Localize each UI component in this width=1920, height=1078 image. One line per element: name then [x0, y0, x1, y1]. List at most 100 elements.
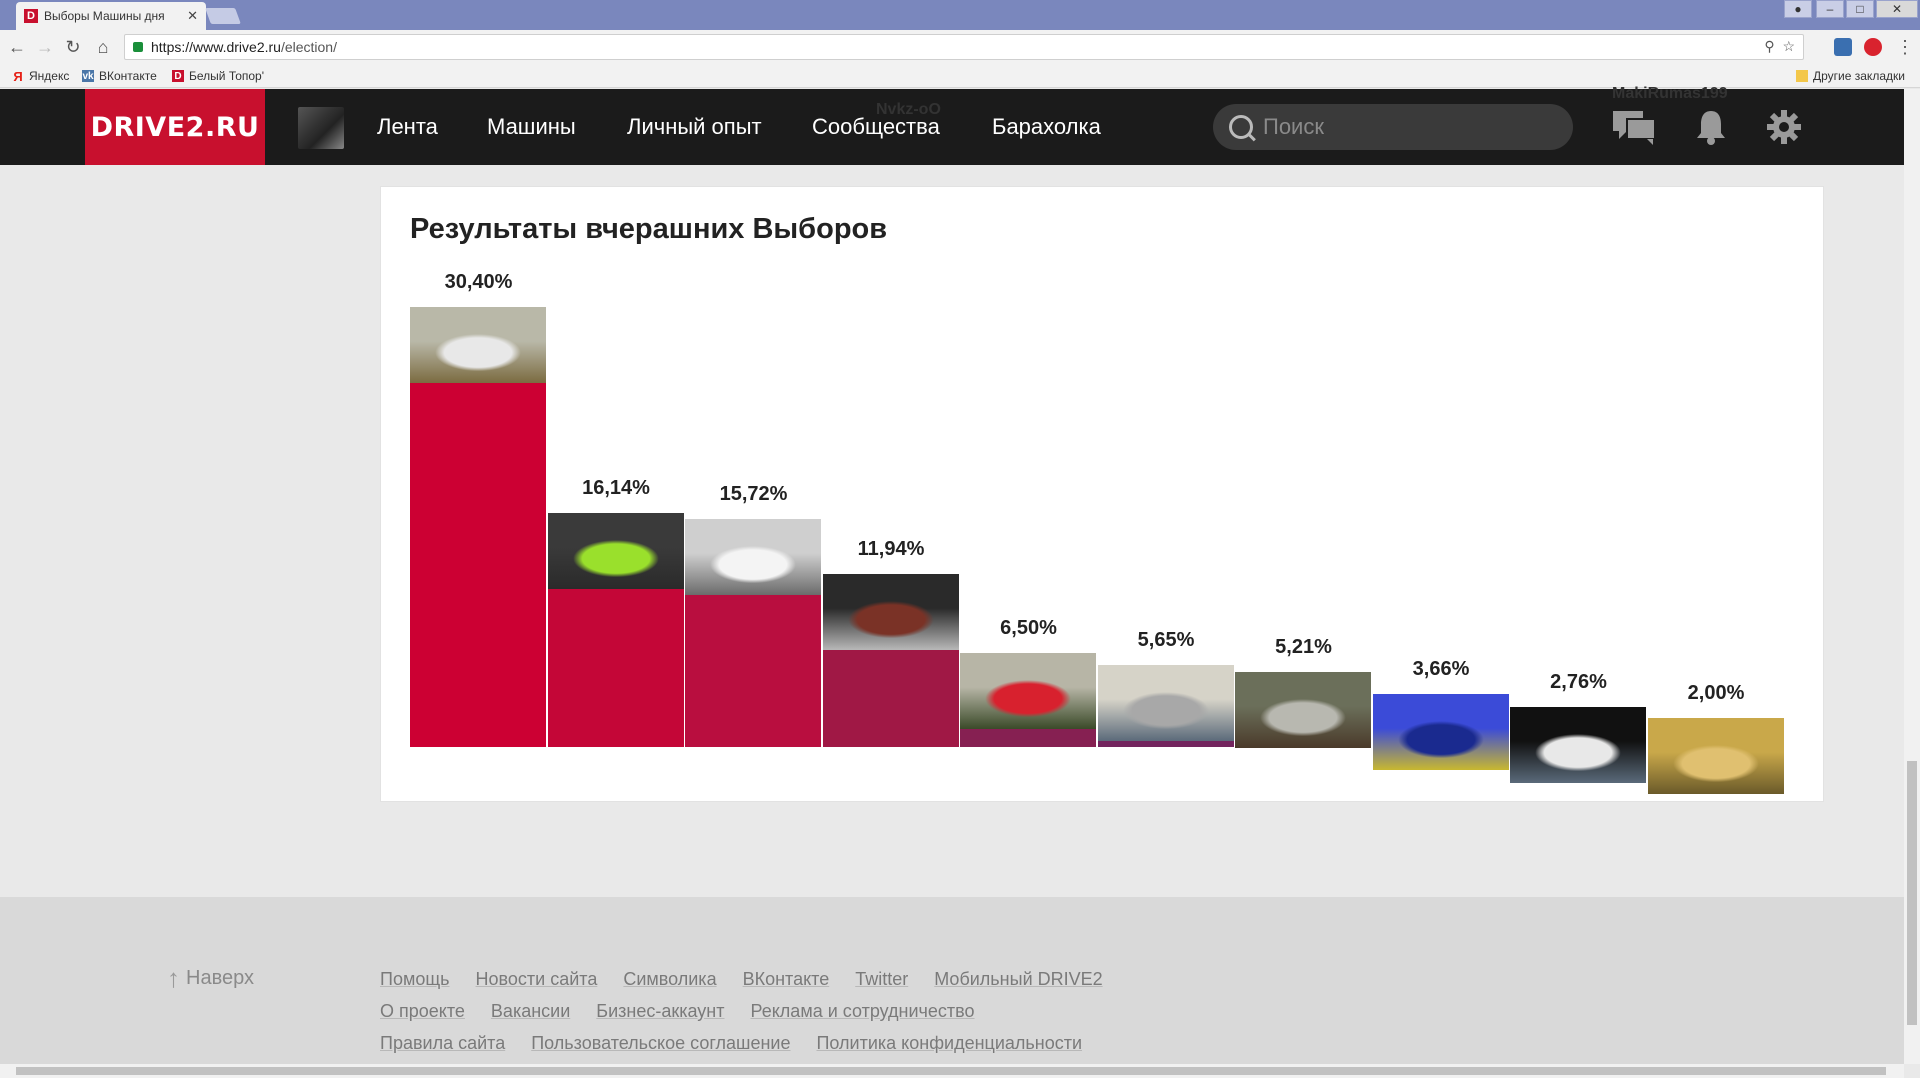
folder-icon	[1796, 70, 1808, 82]
window-close-icon[interactable]: ✕	[1876, 0, 1918, 18]
search-box[interactable]	[1213, 104, 1573, 150]
footer-link-ads[interactable]: Реклама и сотрудничество	[750, 1001, 975, 1021]
footer-row-1: Помощь Новости сайта Символика ВКонтакте…	[380, 969, 1129, 990]
footer-row-3: Правила сайта Пользовательское соглашени…	[380, 1033, 1108, 1054]
home-icon[interactable]: ⌂	[97, 37, 109, 57]
yandex-icon: Я	[13, 68, 23, 84]
footer-link-about[interactable]: О проекте	[380, 1001, 465, 1021]
browser-titlebar: D Выборы Машины дня ✕ ● – □ ✕	[0, 0, 1920, 30]
back-icon[interactable]: ←	[8, 37, 26, 57]
chart-value-label: 3,66%	[1412, 658, 1470, 681]
search-input[interactable]	[1263, 114, 1543, 140]
vertical-scroll-thumb[interactable]	[1907, 761, 1917, 1025]
car-photo[interactable]	[1097, 665, 1234, 742]
forward-icon[interactable]: →	[36, 37, 54, 57]
page-title: Результаты вчерашних Выборов	[410, 213, 888, 245]
footer-link-agreement[interactable]: Пользовательское соглашение	[531, 1033, 791, 1053]
gear-icon[interactable]	[1766, 109, 1802, 152]
chart-bar[interactable]	[685, 519, 821, 747]
chart-bar[interactable]	[1510, 707, 1646, 784]
footer-link-symbols[interactable]: Символика	[623, 969, 717, 989]
chart-value-label: 5,21%	[1275, 635, 1332, 658]
chart-value-label: 11,94%	[857, 538, 925, 561]
tab-close-icon[interactable]: ✕	[187, 8, 198, 23]
chart-bar[interactable]	[1235, 671, 1371, 748]
footer-link-business[interactable]: Бизнес-аккаунт	[596, 1001, 725, 1021]
car-photo[interactable]	[960, 652, 1096, 729]
bookmark-other[interactable]: Другие закладки	[1796, 69, 1905, 83]
opera-extension-icon[interactable]	[1864, 38, 1882, 56]
chart-value-label: 2,00%	[1687, 682, 1745, 705]
chart-bar[interactable]	[1647, 718, 1784, 795]
vk-icon: vk	[82, 70, 94, 82]
horizontal-scroll-thumb[interactable]	[16, 1067, 1886, 1075]
bookmark-drive2[interactable]: D Белый Топор'	[172, 69, 264, 83]
address-bar[interactable]: https://www.drive2.ru/election/ ⚲ ☆	[124, 34, 1804, 60]
to-top-label: Наверх	[186, 967, 254, 989]
bookmark-label: Белый Топор'	[189, 69, 265, 83]
chart-bar[interactable]	[822, 574, 959, 747]
chart-bar[interactable]	[410, 307, 546, 747]
nav-item-experience[interactable]: Личный опыт	[627, 114, 762, 139]
maximize-icon[interactable]: □	[1846, 0, 1874, 18]
profile-icon[interactable]: ●	[1784, 0, 1812, 18]
footer-link-vk[interactable]: ВКонтакте	[742, 969, 830, 989]
bookmark-label: ВКонтакте	[99, 69, 157, 83]
site-logo[interactable]: DRIVE2.RU	[85, 89, 265, 165]
download-extension-icon[interactable]	[1834, 38, 1852, 56]
arrow-up-icon: ↑	[167, 963, 180, 993]
minimize-icon[interactable]: –	[1816, 0, 1844, 18]
car-photo[interactable]	[1372, 694, 1509, 771]
bookmarks-bar: Я Яндекс vk ВКонтакте D Белый Топор' Дру…	[0, 64, 1920, 88]
car-photo[interactable]	[685, 519, 821, 596]
car-photo[interactable]	[1510, 707, 1646, 784]
chart-bar[interactable]	[960, 652, 1096, 747]
chart-value-label: 15,72%	[719, 483, 788, 506]
chart-value-label: 16,14%	[582, 477, 650, 500]
bookmark-label: Яндекс	[29, 69, 70, 83]
nav-item-feed[interactable]: Лента	[377, 114, 438, 139]
reload-icon[interactable]: ↻	[65, 37, 81, 57]
site-header: DRIVE2.RU Nvkz-oO MakiRumas199 Лента Маш…	[0, 85, 1904, 165]
nav-item-cars[interactable]: Машины	[487, 114, 576, 139]
chart-value-label: 2,76%	[1550, 671, 1607, 694]
chart-bar[interactable]	[1097, 665, 1234, 747]
new-tab-button[interactable]	[205, 8, 241, 24]
results-bar-chart: 30,40% 16,14% 15,72% 11,94% 6,50% 5,65% 5,21% 3…	[410, 267, 1784, 795]
browser-toolbar: ← → ↻ ⌂ https://www.drive2.ru/election/ …	[0, 30, 1920, 64]
footer-link-help[interactable]: Помощь	[380, 969, 450, 989]
footer-link-mobile[interactable]: Мобильный DRIVE2	[934, 969, 1103, 989]
footer-row-2: О проекте Вакансии Бизнес-аккаунт Реклам…	[380, 1001, 1001, 1022]
car-photo[interactable]	[1235, 671, 1371, 748]
election-results-card: Результаты вчерашних Выборов 30,40% 16,14…	[380, 186, 1824, 802]
chart-value-label: 30,40%	[444, 271, 513, 293]
vertical-scrollbar[interactable]	[1904, 89, 1920, 1064]
avatar[interactable]	[298, 107, 344, 149]
car-photo[interactable]	[410, 307, 546, 383]
footer-link-privacy[interactable]: Политика конфиденциальности	[816, 1033, 1083, 1053]
zoom-star-icons[interactable]: ⚲ ☆	[1764, 38, 1795, 54]
chart-bar[interactable]	[1372, 694, 1509, 771]
tab-title: Выборы Машины дня	[44, 9, 165, 23]
browser-tab[interactable]: D Выборы Машины дня ✕	[16, 2, 206, 30]
footer-link-twitter[interactable]: Twitter	[855, 969, 909, 989]
messages-icon[interactable]	[1613, 109, 1656, 152]
nav-item-market[interactable]: Барахолка	[992, 114, 1101, 139]
chart-bar[interactable]	[547, 513, 684, 747]
site-footer: ↑ Наверх Помощь Новости сайта Символика …	[0, 897, 1904, 1064]
nav-item-communities[interactable]: Сообщества	[812, 114, 940, 139]
footer-link-news[interactable]: Новости сайта	[475, 969, 598, 989]
footer-link-jobs[interactable]: Вакансии	[490, 1001, 571, 1021]
car-photo[interactable]	[822, 574, 959, 651]
bell-icon[interactable]	[1696, 109, 1726, 152]
bookmark-yandex[interactable]: Я Яндекс	[12, 68, 70, 84]
horizontal-scrollbar[interactable]	[0, 1064, 1904, 1078]
car-photo[interactable]	[547, 513, 684, 590]
menu-icon[interactable]: ⋮	[1896, 37, 1914, 57]
footer-link-rules[interactable]: Правила сайта	[380, 1033, 506, 1053]
to-top-link[interactable]: ↑ Наверх	[167, 963, 254, 994]
bookmark-vk[interactable]: vk ВКонтакте	[82, 69, 157, 83]
drive2-favicon-icon: D	[24, 9, 38, 23]
car-photo[interactable]	[1647, 718, 1784, 795]
chart-value-label: 5,65%	[1137, 629, 1195, 652]
